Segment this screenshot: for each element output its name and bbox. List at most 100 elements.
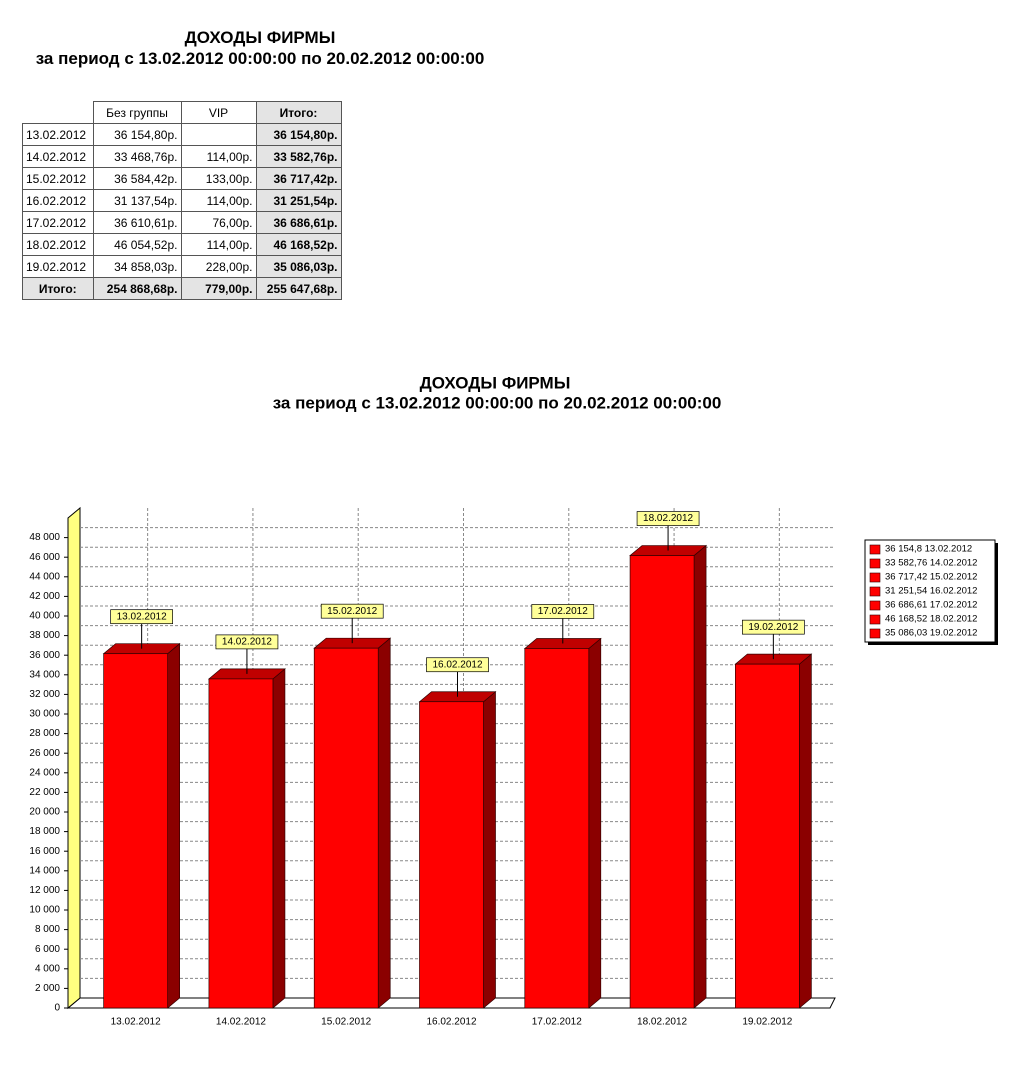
column-header: Итого: [255,101,342,124]
y-tick-label: 2 000 [35,983,60,994]
bar [313,647,379,1009]
label-box [426,657,489,673]
bar-side [167,642,180,1009]
y-tick-label: 26 000 [29,748,60,759]
bar [419,701,484,1009]
legend-label: 36 686,61 17.02.2012 [885,600,977,611]
amount-cell: 36 686,61р. [255,211,342,234]
table-row: 15.02.2012 36 584,42р. 133,00р. 36 717,42р. [22,167,342,190]
report-title: ДОХОДЫ ФИРМЫ [184,28,336,47]
table-row: 17.02.2012 36 610,61р. 76,00р. 36 686,61р. [22,211,342,234]
amount-cell: 36 717,42р. [255,167,342,190]
x-tick-label: 16.02.2012 [426,1017,476,1028]
x-tick-label: 18.02.2012 [637,1017,687,1028]
amount-cell: 36 610,61р. [92,211,182,234]
legend-swatch [869,628,881,639]
chart-title: ДОХОДЫ ФИРМЫ [420,373,571,392]
y-tick-label: 14 000 [29,865,60,876]
y-tick-label: 38 000 [29,630,60,641]
legend-swatch [869,614,881,625]
side-wall [67,506,81,1010]
legend-label: 36 154,8 13.02.2012 [885,544,972,555]
x-tick-label: 17.02.2012 [532,1017,582,1028]
table-row: Итого: 254 868,68р. 779,00р. 255 647,68р. [22,277,342,300]
bar-side [272,668,286,1009]
total-cell: Итого: [22,277,94,300]
date-cell: 14.02.2012 [22,145,94,168]
bar-side [799,653,812,1009]
chart-subtitle: за период с 13.02.2012 00:00:00 по 20.02… [273,393,722,412]
table-row: 16.02.2012 31 137,54р. 114,00р. 31 251,54р. [22,189,342,212]
y-tick-label: 44 000 [29,571,60,582]
date-cell: 18.02.2012 [22,233,94,256]
y-tick-label: 20 000 [29,807,60,818]
y-tick-label: 28 000 [29,728,60,739]
table-row: 14.02.2012 33 468,76р. 114,00р. 33 582,76р. [22,145,342,168]
table-row: Без группы VIP Итого: [22,101,342,124]
y-tick-label: 42 000 [29,591,60,602]
legend-label: 31 251,54 16.02.2012 [885,586,977,597]
table-row: 18.02.2012 46 054,52р. 114,00р. 46 168,52р. [22,233,342,256]
legend-swatch [869,558,881,569]
report-subtitle: за период с 13.02.2012 00:00:00 по 20.02… [35,49,485,68]
amount-cell: 114,00р. [180,189,257,212]
label-box [320,603,384,619]
bar [103,653,168,1009]
bar-label: 14.02.2012 [222,637,272,648]
legend-swatch [869,586,881,597]
y-tick-label: 34 000 [29,669,60,680]
legend-label: 36 717,42 15.02.2012 [885,572,977,583]
label-box [531,604,595,619]
bar-side [693,544,707,1009]
legend-swatch [869,544,881,555]
label-box [636,511,700,526]
legend-label: 35 086,03 19.02.2012 [885,628,977,639]
y-tick-label: 36 000 [29,650,60,661]
y-tick-label: 24 000 [29,767,60,778]
bar-side [483,690,496,1009]
y-tick-label: 40 000 [29,611,60,622]
bar-side [377,637,391,1009]
bar-side [588,637,602,1009]
amount-cell: 36 154,80р. [255,123,342,146]
amount-cell: 33 468,76р. [92,145,182,168]
label-box [742,619,805,635]
legend-swatch [869,600,881,611]
income-table: Без группы VIP Итого: 13.02.2012 36 154,80р.… [22,101,342,300]
y-tick-label: 4 000 [35,963,60,974]
total-cell: 779,00р. [180,277,257,300]
x-tick-label: 15.02.2012 [321,1017,371,1028]
total-cell: 255 647,68р. [255,277,342,300]
y-tick-label: 0 [54,1003,60,1014]
table-row: 13.02.2012 36 154,80р. 36 154,80р. [22,123,342,146]
column-header: Без группы [92,101,182,124]
amount-cell: 46 168,52р. [255,233,342,256]
date-cell: 17.02.2012 [22,211,94,234]
bar [208,678,274,1009]
y-tick-label: 8 000 [35,924,60,935]
y-tick-label: 12 000 [29,885,60,896]
y-tick-label: 6 000 [35,944,60,955]
amount-cell: 34 858,03р. [92,255,182,278]
amount-cell: 228,00р. [180,255,257,278]
bar-label: 18.02.2012 [643,513,693,524]
x-tick-label: 14.02.2012 [216,1017,266,1028]
column-header: VIP [180,101,257,124]
amount-cell: 46 054,52р. [92,233,182,256]
y-tick-label: 16 000 [29,846,60,857]
total-cell: 254 868,68р. [92,277,182,300]
y-tick-label: 22 000 [29,787,60,798]
legend-label: 46 168,52 18.02.2012 [885,614,977,625]
legend-box [864,539,996,643]
amount-cell: 36 584,42р. [92,167,182,190]
legend-label: 33 582,76 14.02.2012 [885,558,977,569]
bar [524,648,590,1009]
bar [735,663,800,1009]
legend-swatch [869,572,881,583]
bar-label: 15.02.2012 [327,606,377,617]
y-tick-label: 48 000 [29,532,60,543]
label-box [215,634,279,650]
y-tick-label: 30 000 [29,709,60,720]
